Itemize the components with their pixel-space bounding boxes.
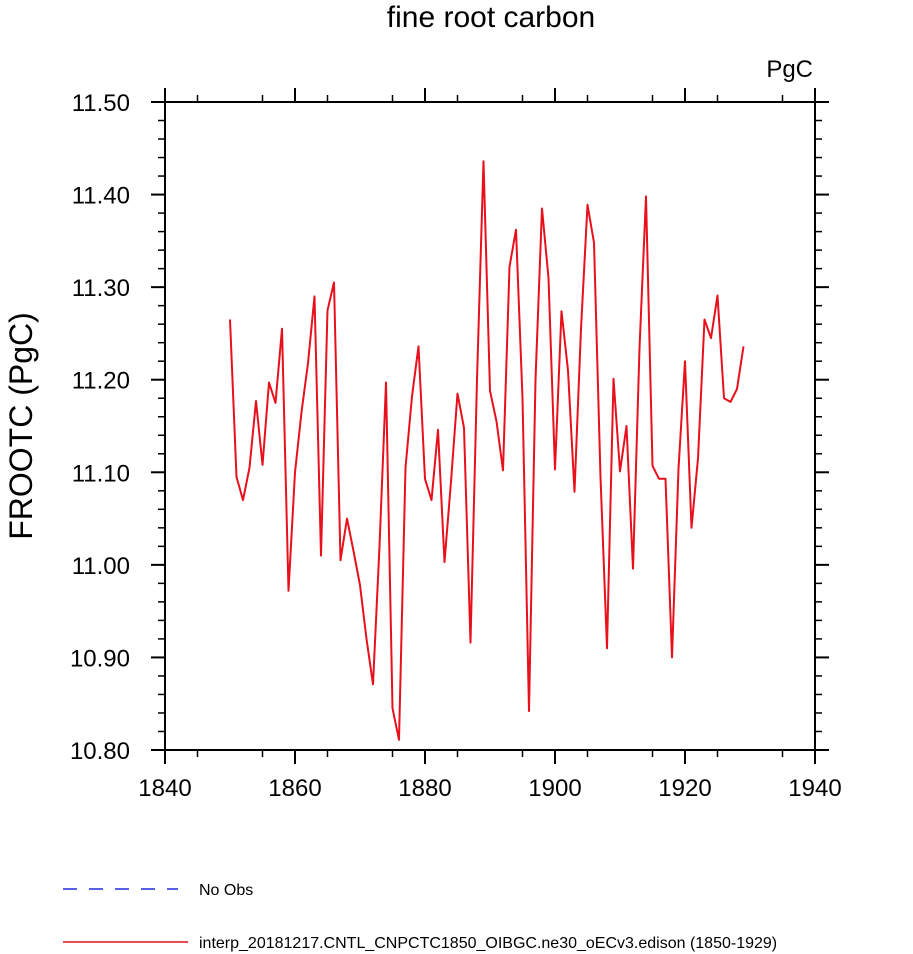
legend-label-model: interp_20181217.CNTL_CNPCTC1850_OIBGC.ne… [199, 935, 777, 952]
axis-ticks [151, 88, 829, 764]
x-tick-label: 1840 [138, 775, 191, 802]
y-tick-label: 11.20 [72, 368, 130, 395]
y-tick-label: 11.10 [72, 460, 130, 487]
x-tick-label: 1880 [398, 775, 451, 802]
series-layer [229, 160, 745, 741]
y-axis-label: FROOTC (PgC) [3, 312, 39, 540]
y-tick-label: 11.40 [72, 183, 130, 210]
y-tick-label: 11.50 [72, 90, 130, 117]
series-line-0 [229, 160, 745, 741]
y-tick-label: 10.80 [70, 738, 130, 765]
legend: No Obs interp_20181217.CNTL_CNPCTC1850_O… [63, 882, 777, 952]
chart-title: fine root carbon [387, 1, 595, 34]
plot-border [164, 101, 816, 751]
axis-tick-labels: 1840 1860 1880 1900 1920 1940 10.80 10.90 11.00 1… [70, 90, 842, 802]
y-tick-label: 11.30 [72, 275, 130, 302]
x-tick-label: 1860 [268, 775, 321, 802]
plot-frame [164, 101, 816, 751]
y-tick-label: 10.90 [70, 645, 130, 672]
legend-label-no-obs: No Obs [199, 882, 253, 899]
x-tick-label: 1900 [528, 775, 581, 802]
units-label: PgC [766, 56, 813, 83]
x-tick-label: 1940 [788, 775, 841, 802]
x-tick-label: 1920 [658, 775, 711, 802]
y-tick-label: 11.00 [72, 553, 130, 580]
